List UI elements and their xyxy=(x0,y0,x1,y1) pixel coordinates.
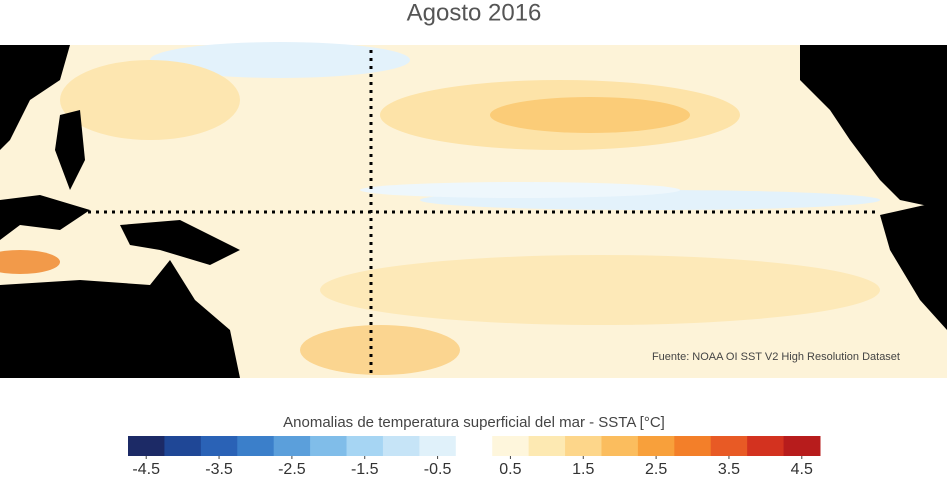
colorbar-bin xyxy=(637,436,675,456)
colorbar-bin xyxy=(455,436,493,456)
colorbar-bin xyxy=(164,436,202,456)
colorbar-bin xyxy=(382,436,420,456)
colorbar-bin xyxy=(601,436,639,456)
colorbar-tick-label: -2.5 xyxy=(278,461,306,478)
map: Fuente: NOAA OI SST V2 High Resolution D… xyxy=(0,42,947,378)
colorbar-tick-label: -0.5 xyxy=(424,461,452,478)
colorbar-bin xyxy=(346,436,384,456)
colorbar-bin xyxy=(237,436,275,456)
colorbar-bin xyxy=(674,436,712,456)
colorbar-bin xyxy=(128,436,165,456)
colorbar-bin xyxy=(200,436,238,456)
colorbar-tick-label: 1.5 xyxy=(572,461,594,478)
colorbar-tick-label: 0.5 xyxy=(499,461,521,478)
colorbar-tick-label: 3.5 xyxy=(718,461,740,478)
colorbar-tick-label: 4.5 xyxy=(791,461,813,478)
colorbar-bin xyxy=(783,436,821,456)
colorbar-tick-label: 2.5 xyxy=(645,461,667,478)
colorbar-bin xyxy=(419,436,457,456)
colorbar-bin xyxy=(310,436,348,456)
colorbar-bin xyxy=(710,436,748,456)
colorbar-bin xyxy=(565,436,602,456)
colorbar-tick-label: -1.5 xyxy=(351,461,379,478)
title: Agosto 2016 xyxy=(407,0,542,26)
colorbar-bin xyxy=(747,436,785,456)
colorbar: -4.5 -3.5 -2.5 -1.5 -0.5 0.5 1.5 2.5 3.5 4.5 xyxy=(128,436,821,478)
colorbar-bin xyxy=(528,436,566,456)
colorbar-label: Anomalias de temperatura superficial del… xyxy=(283,414,665,431)
colorbar-tick-label: -4.5 xyxy=(132,461,160,478)
colorbar-bin xyxy=(492,436,530,456)
colorbar-bin xyxy=(273,436,311,456)
source-note: Fuente: NOAA OI SST V2 High Resolution D… xyxy=(652,351,900,363)
colorbar-tick-label: -3.5 xyxy=(205,461,233,478)
